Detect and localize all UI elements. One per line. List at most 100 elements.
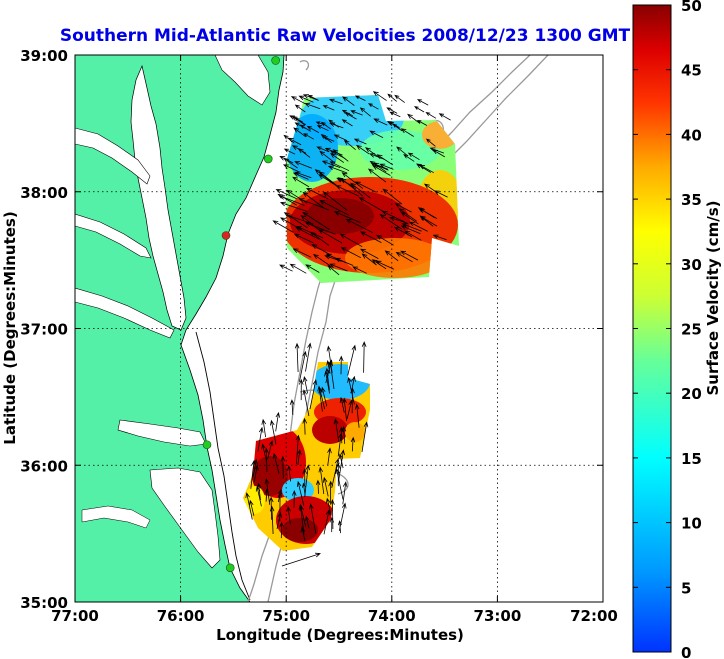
velocity-arrow [283,157,298,169]
velocity-arrow [303,133,314,140]
velocity-arrow [329,161,350,172]
velocity-arrow [272,452,280,474]
velocity-arrow [270,419,277,445]
velocity-arrow [296,448,302,465]
velocity-arrow [282,164,300,173]
colorbar-tick-label: 15 [681,450,702,468]
velocity-arrow [272,220,294,233]
velocity-arrow [372,91,387,101]
velocity-arrow [318,387,326,410]
velocity-arrow [369,130,384,139]
velocity-arrow [292,176,310,188]
velocity-arrow [389,216,409,224]
velocity-arrow [320,133,332,144]
velocity-arrow [342,96,355,106]
velocity-arrow [329,98,343,105]
velocity-arrow [417,207,435,218]
velocity-arrow [361,253,377,266]
potomac-river [75,127,151,185]
velocity-arrow [408,221,428,232]
delaware-bay [214,55,271,106]
velocity-arrow [257,426,264,452]
velocity-arrow [330,499,335,530]
velocity-arrow [361,421,369,453]
velocity-arrow [283,148,296,155]
colorbar-tick-label: 10 [681,515,702,533]
axis-ticks [74,54,604,603]
velocity-field-north [286,95,459,283]
velocity-arrow [269,505,275,535]
velocity-arrow [323,509,331,535]
colorbar-tick-label: 35 [681,191,702,209]
velocity-arrow [400,250,419,261]
x-axis-label: Longitude (Degrees:Minutes) [216,626,464,644]
velocity-arrow [305,342,312,372]
velocity-arrow [297,148,311,158]
velocity-arrow [315,121,327,126]
velocity-arrow [299,350,307,382]
velocity-arrow [361,341,367,373]
velocity-arrow [359,107,371,117]
colorbar-tick-label: 25 [681,321,702,339]
velocity-arrow [367,168,387,183]
velocity-arrow [319,150,336,164]
y-tick-labels: 39:00 38:00 37:00 36:00 35:00 [20,47,68,612]
velocity-arrow [403,154,415,162]
velocity-arrow [327,447,332,466]
velocity-arrow [354,95,366,101]
x-tick-label: 76:00 [157,607,205,625]
velocity-arrow [419,215,438,227]
velocity-arrow [396,146,409,157]
velocity-arrow [256,482,262,501]
velocity-arrow [324,147,343,156]
velocity-arrow [339,396,345,413]
velocity-arrow [333,211,361,223]
x-tick-labels: 77:00 76:00 75:00 74:00 73:00 72:00 [51,607,618,625]
velocity-arrow [328,480,333,504]
colorbar-label: Surface Velocity (cm/s) [704,200,722,395]
velocity-arrow [294,104,306,113]
velocity-arrow [372,165,391,176]
velocity-arrow [279,201,308,212]
barrier-islands [195,331,251,601]
velocity-arrow [306,125,319,133]
velocity-arrow [289,399,295,415]
velocity-arrow [291,489,297,508]
velocity-arrow [267,439,274,460]
velocity-arrow [376,234,394,246]
velocity-arrow [326,359,331,374]
velocity-arrow [389,111,401,118]
velocity-arrow [416,163,432,173]
velocity-arrow [302,389,310,417]
velocity-arrow [331,458,340,488]
pamlico-sound [149,467,221,569]
velocity-arrows [245,91,451,567]
velocity-arrow [379,163,394,170]
x-tick-label: 77:00 [51,607,99,625]
velocity-arrow [305,187,329,200]
velocity-arrow [329,516,335,533]
velocity-arrow [386,107,398,114]
velocity-arrow [250,459,256,489]
velocity-arrow [425,111,437,119]
velocity-arrow [429,147,445,154]
velocity-arrow [407,113,421,124]
velocity-arrow [417,99,429,106]
velocity-arrow [335,185,360,197]
station-marker [225,563,235,573]
velocity-arrow [249,499,255,516]
velocity-arrow [347,344,357,376]
velocity-arrow [261,443,267,462]
y-axis-label: Latitude (Degrees:Minutes) [1,211,19,444]
velocity-arrow [316,146,329,153]
velocity-arrow [321,160,341,168]
velocity-arrow [295,434,301,465]
velocity-arrow [333,134,348,141]
x-tick-label: 75:00 [262,607,310,625]
colorbar-tick-label: 30 [681,256,702,274]
velocity-arrow [400,225,421,234]
velocity-arrow [400,128,414,137]
velocity-arrow [324,255,342,262]
chesapeake-bay [130,64,187,331]
